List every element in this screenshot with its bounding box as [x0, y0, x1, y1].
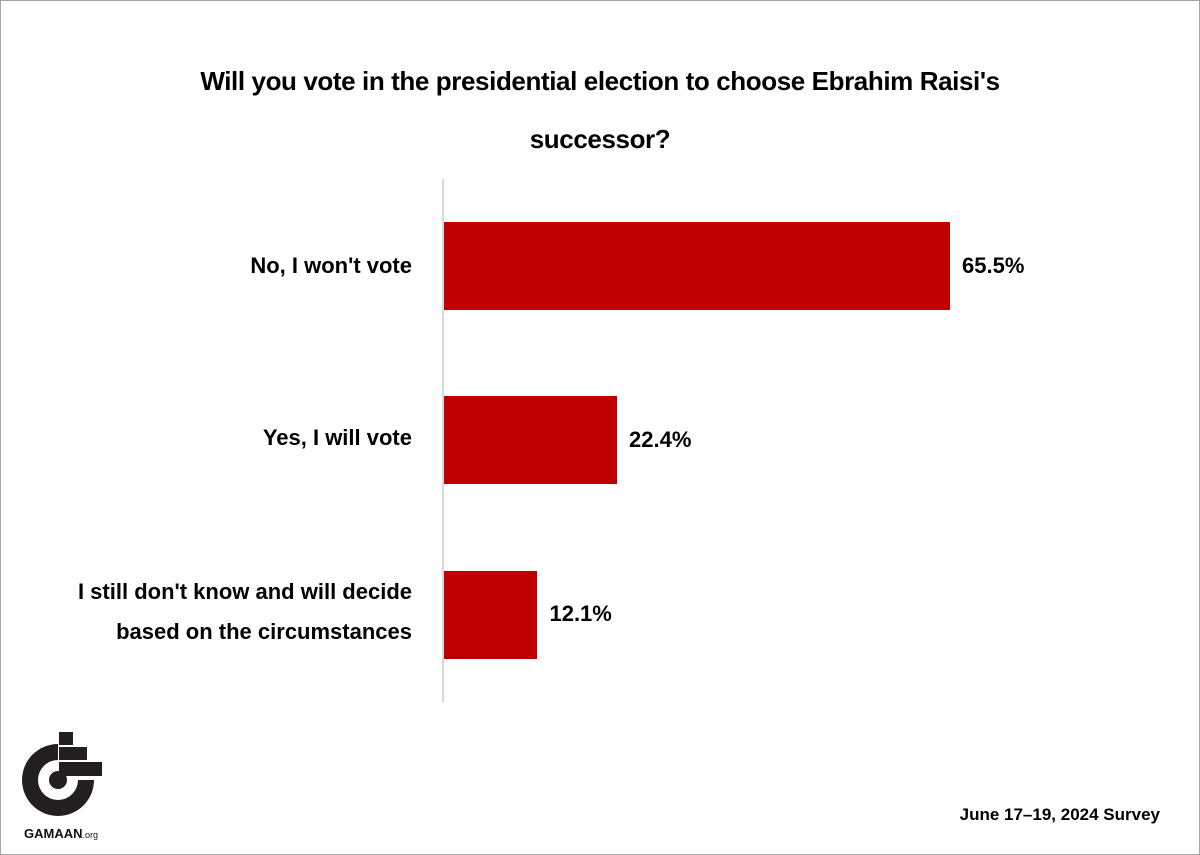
value-label-no-vote: 65.5%: [962, 253, 1025, 278]
logo-wordmark: GAMAAN.org: [24, 826, 98, 841]
bar-label-line: I still don't know and will decide: [77, 579, 412, 604]
bar-label-line: Yes, I will vote: [262, 425, 412, 450]
bar-no-vote: [444, 222, 950, 310]
value-label-yes-vote: 22.4%: [629, 427, 692, 452]
logo-name: GAMAAN: [24, 826, 83, 841]
gamaan-logo-icon: [22, 732, 102, 816]
value-label-undecided: 12.1%: [549, 601, 612, 626]
logo-suffix: .org: [82, 830, 99, 840]
chart-title-line-2: successor?: [529, 124, 671, 154]
bar-label-undecided: I still don't know and will decide based…: [0, 572, 412, 652]
survey-date-footer: June 17–19, 2024 Survey: [959, 805, 1160, 824]
bar-label-line: No, I won't vote: [250, 253, 412, 278]
chart-title-line-1: Will you vote in the presidential electi…: [200, 66, 1000, 96]
bar-label-yes-vote: Yes, I will vote: [0, 418, 412, 458]
category-axis-line: [442, 179, 444, 702]
bar-label-line: based on the circumstances: [116, 619, 412, 644]
chart-title: Will you vote in the presidential electi…: [100, 52, 1100, 168]
bar-yes-vote: [444, 396, 618, 484]
bar-undecided: [444, 571, 538, 659]
bar-label-no-vote: No, I won't vote: [0, 246, 412, 286]
